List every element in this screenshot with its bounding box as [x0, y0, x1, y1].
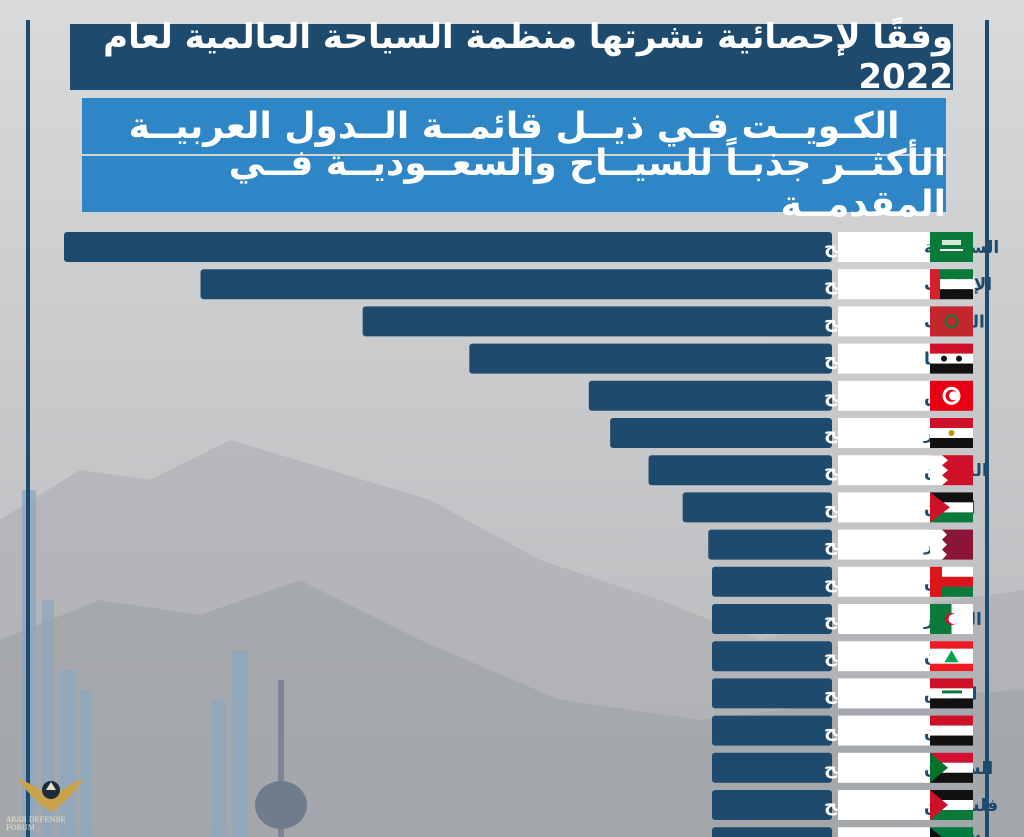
subtitle-line-1: الكـويــت فـي ذيــل قائمــة الــدول العر… — [82, 98, 946, 154]
bar — [588, 380, 832, 411]
flag-egypt-icon — [930, 418, 973, 448]
bar — [712, 790, 832, 820]
bar — [712, 752, 832, 783]
flag-syria-icon — [930, 343, 973, 374]
bar — [712, 604, 832, 634]
country-label-box — [838, 455, 930, 486]
country-label-box — [838, 418, 930, 448]
country-label-box — [838, 529, 930, 560]
flag-uae-icon — [930, 269, 973, 300]
bar — [712, 641, 832, 672]
flag-kuwait-icon — [930, 827, 973, 837]
flag-sudan-icon — [930, 752, 973, 783]
country-label-box — [838, 380, 930, 411]
country-label-box — [838, 343, 930, 374]
country-label-box — [838, 715, 930, 746]
flag-algeria-icon — [930, 604, 973, 634]
country-label-box — [838, 752, 930, 783]
forum-logo: ARAB DEFENSE FORUM — [6, 760, 96, 832]
flag-yemen-icon — [930, 715, 973, 746]
right-border-rule — [985, 20, 989, 837]
bar — [712, 827, 832, 837]
bar — [648, 455, 832, 486]
country-label-box — [838, 269, 930, 300]
page-title: وفقًا لإحصائية نشرتها منظمة السياحة العا… — [70, 17, 953, 97]
logo-text: ARAB DEFENSE FORUM — [6, 816, 66, 832]
flag-lebanon-icon — [930, 641, 973, 672]
country-label-box — [838, 827, 930, 837]
country-label-box — [838, 641, 930, 672]
bar — [610, 418, 832, 448]
country-label-box — [838, 678, 930, 709]
country-label-box — [838, 492, 930, 523]
country-label-box — [838, 566, 930, 597]
flag-saudi-icon — [930, 232, 973, 262]
country-label-box — [838, 604, 930, 634]
country-label-box — [838, 232, 930, 262]
flag-bahrain-icon — [930, 455, 973, 486]
left-border-rule — [26, 20, 30, 837]
bar — [708, 529, 832, 560]
bar — [469, 343, 832, 374]
flag-palestine-icon — [930, 790, 973, 820]
bar — [712, 715, 832, 746]
bar — [712, 566, 832, 597]
flag-tunisia-icon — [930, 380, 973, 411]
bar — [362, 306, 832, 337]
flag-qatar-icon — [930, 529, 973, 560]
flag-morocco-icon — [930, 306, 973, 337]
country-label-box — [838, 790, 930, 820]
bar — [64, 232, 832, 262]
country-label-box — [838, 306, 930, 337]
eagle-icon — [18, 778, 84, 812]
bar — [200, 269, 833, 300]
bar — [712, 678, 832, 709]
flag-oman-icon — [930, 566, 973, 597]
flag-jordan-icon — [930, 492, 973, 523]
bar — [682, 492, 832, 523]
flag-iraq-icon — [930, 678, 973, 709]
